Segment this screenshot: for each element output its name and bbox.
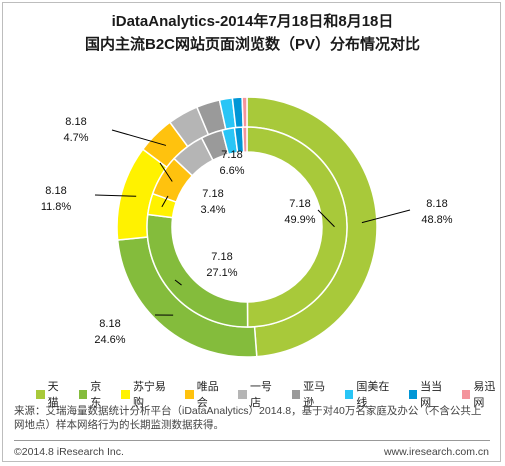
legend-item-6: 国美在线 <box>344 378 399 410</box>
legend-label-1: 京东 <box>90 381 102 409</box>
inner-ring <box>146 126 348 328</box>
legend-item-7: 当当网 <box>408 378 452 410</box>
data-label-ring-0: 7.18 <box>289 198 310 210</box>
slice-8-18-8 <box>241 96 248 128</box>
data-label-ring-2: 7.18 <box>211 251 232 263</box>
legend-item-3: 唯品会 <box>185 378 228 410</box>
legend-label-2: 苏宁易购 <box>132 381 166 409</box>
legend-label-8: 易迅网 <box>473 381 496 409</box>
legend-item-8: 易迅网 <box>461 378 505 410</box>
legend-swatch-6 <box>344 389 354 399</box>
leader-line-7 <box>111 129 167 146</box>
data-label-value-3: 24.6% <box>94 334 125 346</box>
website: www.iresearch.com.cn <box>383 446 489 458</box>
legend-swatch-3 <box>185 389 194 399</box>
legend-swatch-7 <box>408 389 418 399</box>
legend-item-1: 京东 <box>78 378 112 410</box>
legend-item-5: 亚马逊 <box>291 378 335 410</box>
legend-label-7: 当当网 <box>420 381 443 409</box>
legend-label-6: 国美在线 <box>356 381 390 409</box>
slice-7-18-8 <box>241 126 248 153</box>
leader-line-5 <box>94 194 137 197</box>
legend-swatch-4 <box>238 389 247 399</box>
legend-swatch-8 <box>461 389 471 399</box>
chart-title-line-2: 国内主流B2C网站页面浏览数（PV）分布情况对比 <box>84 36 421 53</box>
legend-label-3: 唯品会 <box>196 381 219 409</box>
source-note: 来源：艾瑞海量数据统计分析平台（iDataAnalytics）2014.8，基于… <box>14 405 482 431</box>
data-label-ring-5: 8.18 <box>45 185 66 197</box>
data-label-value-1: 48.8% <box>421 214 452 226</box>
legend-swatch-1 <box>78 389 88 399</box>
leader-line-1 <box>361 209 411 224</box>
data-label-ring-6: 7.18 <box>221 149 242 161</box>
legend-item-2: 苏宁易购 <box>121 378 175 410</box>
legend-swatch-2 <box>121 389 130 399</box>
data-label-ring-4: 7.18 <box>202 188 223 200</box>
leader-line-6 <box>159 162 173 182</box>
leader-line-4 <box>161 195 169 208</box>
data-label-value-7: 4.7% <box>63 132 88 144</box>
leader-line-2 <box>174 279 182 286</box>
legend-swatch-0 <box>36 389 45 399</box>
legend-item-0: 天猫 <box>36 378 69 410</box>
chart-title-line-1: iDataAnalytics-2014年7月18日和8月18日 <box>111 13 394 30</box>
data-label-value-5: 11.8% <box>41 201 72 213</box>
footer-divider <box>14 440 490 441</box>
data-label-value-0: 49.9% <box>284 214 315 226</box>
leader-line-0 <box>317 209 335 228</box>
data-label-ring-3: 8.18 <box>99 318 120 330</box>
data-label-ring-7: 8.18 <box>65 116 86 128</box>
data-label-value-2: 27.1% <box>206 267 237 279</box>
legend: 天猫 京东 苏宁易购 唯品会 一号店 亚马逊 国美在线 当当网 易迅网 <box>36 378 505 410</box>
data-labels: 7.18 49.9% 8.18 48.8% 7.18 27.1% 8.18 24.6% 7.18… <box>41 116 453 346</box>
chart-frame <box>2 2 501 462</box>
legend-label-5: 亚马逊 <box>303 381 326 409</box>
legend-label-0: 天猫 <box>47 381 59 409</box>
legend-swatch-5 <box>291 389 301 399</box>
slice-7-18-0 <box>246 126 348 328</box>
legend-item-4: 一号店 <box>238 378 281 410</box>
data-label-ring-1: 8.18 <box>426 198 447 210</box>
leader-lines <box>94 129 411 316</box>
data-label-value-4: 3.4% <box>200 204 225 216</box>
data-label-value-6: 6.6% <box>219 165 244 177</box>
legend-label-4: 一号店 <box>249 381 272 409</box>
copyright: ©2014.8 iResearch Inc. <box>14 446 124 458</box>
